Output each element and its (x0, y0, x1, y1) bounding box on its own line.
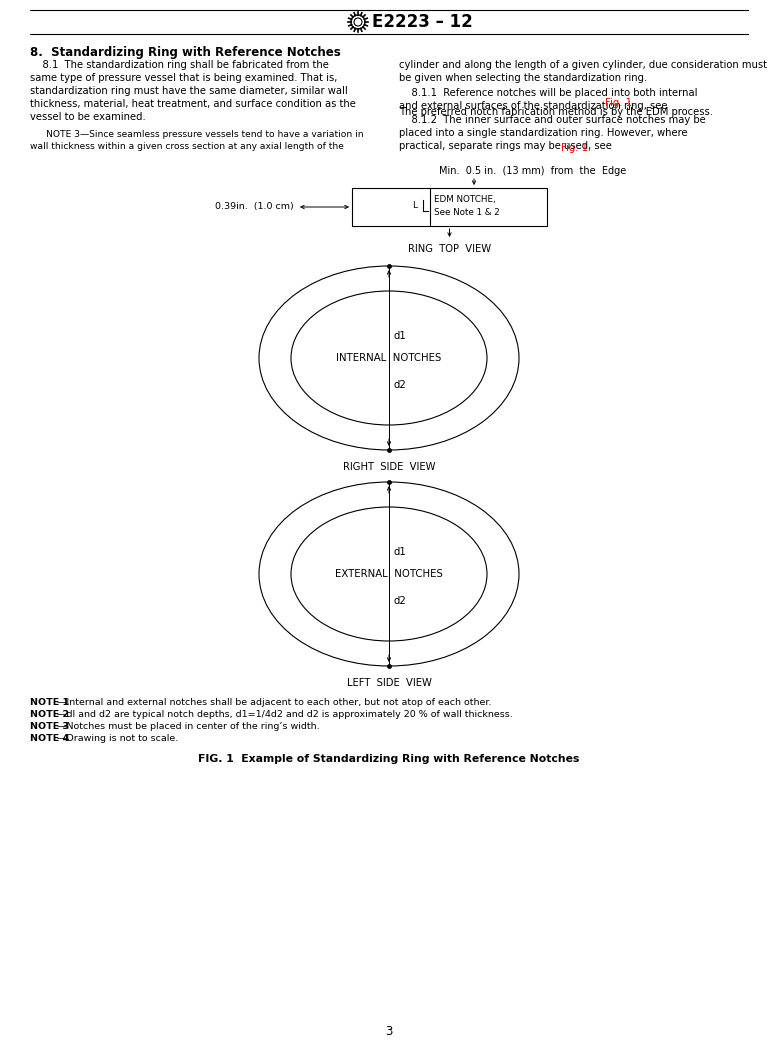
Text: NOTE 3: NOTE 3 (30, 722, 69, 731)
Text: cylinder and along the length of a given cylinder, due consideration must
be giv: cylinder and along the length of a given… (399, 60, 767, 83)
Text: LEFT  SIDE  VIEW: LEFT SIDE VIEW (346, 678, 432, 688)
Text: 8.1.1  Reference notches will be placed into both internal
and external surfaces: 8.1.1 Reference notches will be placed i… (399, 88, 698, 111)
Text: Fig. 1.: Fig. 1. (605, 98, 636, 107)
Text: FIG. 1  Example of Standardizing Ring with Reference Notches: FIG. 1 Example of Standardizing Ring wit… (198, 754, 580, 764)
Text: d1: d1 (394, 331, 407, 341)
Text: —Drawing is not to scale.: —Drawing is not to scale. (58, 734, 178, 743)
Text: 0.39in.  (1.0 cm): 0.39in. (1.0 cm) (216, 203, 294, 211)
Bar (352, 188, 547, 226)
Text: 8.  Standardizing Ring with Reference Notches: 8. Standardizing Ring with Reference Not… (30, 46, 341, 59)
Text: See Note 1 & 2: See Note 1 & 2 (434, 208, 499, 217)
Text: NOTE 4: NOTE 4 (30, 734, 69, 743)
Text: NOTE 3—Since seamless pressure vessels tend to have a variation in
wall thicknes: NOTE 3—Since seamless pressure vessels t… (30, 130, 363, 151)
Text: d2: d2 (394, 380, 407, 390)
Text: NOTE 1: NOTE 1 (30, 699, 69, 707)
Text: INTERNAL  NOTCHES: INTERNAL NOTCHES (336, 353, 442, 363)
Text: NOTE 2: NOTE 2 (30, 710, 69, 719)
Text: d2: d2 (394, 596, 407, 606)
Text: 8.1  The standardization ring shall be fabricated from the
same type of pressure: 8.1 The standardization ring shall be fa… (30, 60, 356, 122)
Text: L: L (412, 201, 417, 210)
Text: 8.1.2  The inner surface and outer surface notches may be
placed into a single s: 8.1.2 The inner surface and outer surfac… (399, 115, 706, 151)
Text: Min.  0.5 in.  (13 mm)  from  the  Edge: Min. 0.5 in. (13 mm) from the Edge (439, 166, 626, 176)
Text: d1: d1 (394, 547, 407, 557)
Text: —dl and d2 are typical notch depths, d1=1/4d2 and d2 is approximately 20 % of wa: —dl and d2 are typical notch depths, d1=… (58, 710, 513, 719)
Text: E2223 – 12: E2223 – 12 (372, 12, 473, 31)
Text: —Notches must be placed in center of the ring’s width.: —Notches must be placed in center of the… (58, 722, 320, 731)
Text: RING  TOP  VIEW: RING TOP VIEW (408, 244, 491, 254)
Text: EDM NOTCHE,: EDM NOTCHE, (434, 195, 496, 204)
Text: EXTERNAL  NOTCHES: EXTERNAL NOTCHES (335, 569, 443, 579)
Text: 3: 3 (385, 1025, 393, 1038)
Text: —Internal and external notches shall be adjacent to each other, but not atop of : —Internal and external notches shall be … (58, 699, 492, 707)
Text: Fig. 1.: Fig. 1. (561, 143, 591, 153)
Text: RIGHT  SIDE  VIEW: RIGHT SIDE VIEW (343, 462, 435, 472)
Text: The preferred notch fabrication method is by the EDM process.: The preferred notch fabrication method i… (399, 107, 713, 117)
